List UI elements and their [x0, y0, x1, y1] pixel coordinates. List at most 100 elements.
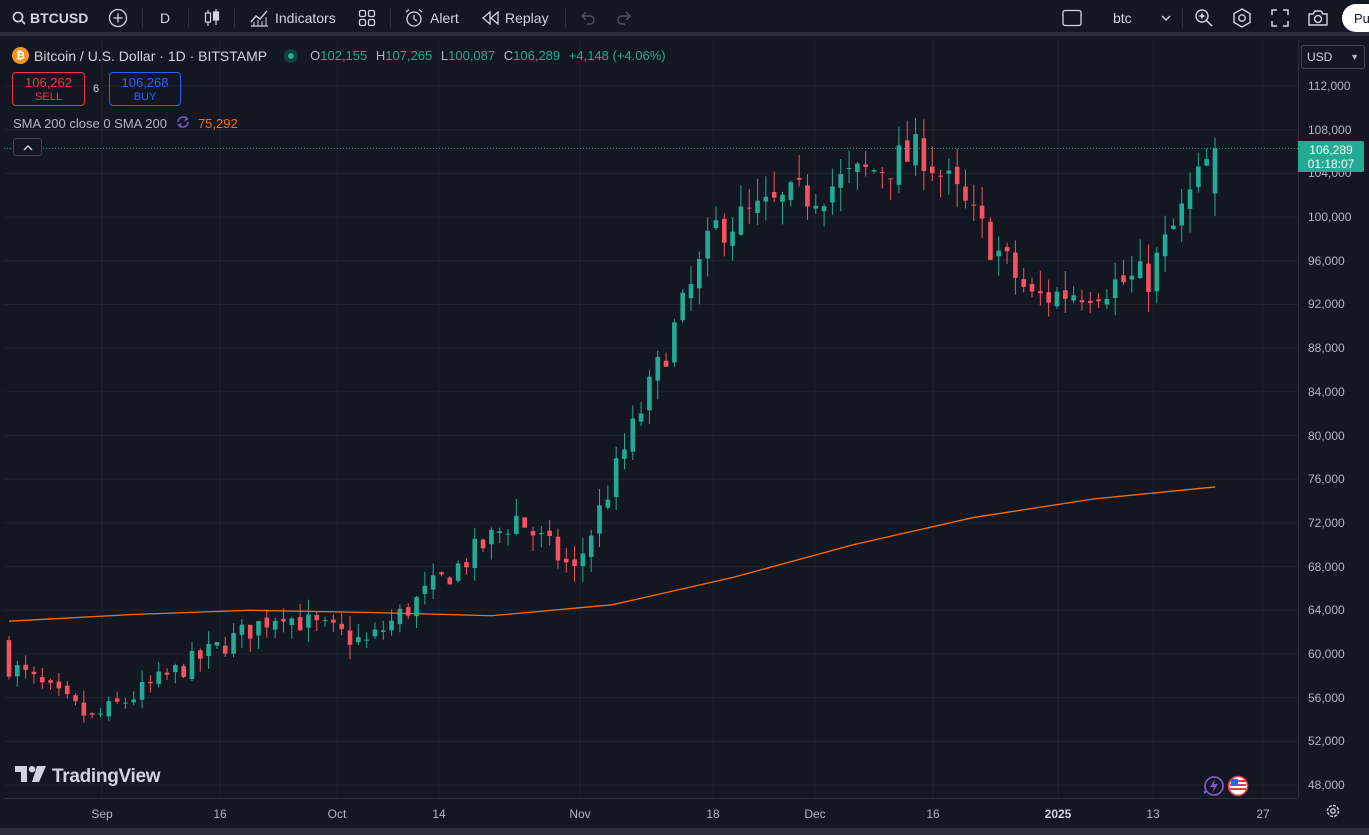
- candle-body: [189, 650, 195, 679]
- toolbar-divider: [565, 8, 566, 28]
- candle-body: [1096, 299, 1101, 302]
- redo-button[interactable]: [617, 5, 633, 31]
- candle-body: [863, 164, 868, 167]
- snapshot-button[interactable]: [1307, 5, 1329, 31]
- candle-body: [356, 637, 361, 643]
- chart-events: [1202, 775, 1249, 802]
- candle-body: [938, 175, 943, 177]
- high-value: 107,265: [385, 48, 433, 63]
- buy-button[interactable]: 106,268 BUY: [109, 72, 181, 106]
- replay-button[interactable]: Replay: [482, 5, 549, 31]
- chevron-down-icon: [1161, 14, 1171, 22]
- price-tick-label: 64,000: [1308, 603, 1345, 618]
- undo-button[interactable]: [579, 5, 595, 31]
- publish-button[interactable]: Pu: [1342, 4, 1369, 32]
- lightning-event-icon[interactable]: [1202, 775, 1226, 802]
- candle-body: [813, 205, 819, 209]
- alert-label: Alert: [430, 10, 459, 26]
- candle-body: [239, 624, 245, 635]
- buy-price: 106,268: [121, 75, 169, 90]
- time-tick-label: 2025: [1044, 807, 1072, 821]
- price-tick-label: 56,000: [1308, 690, 1345, 705]
- candle-body: [630, 418, 636, 452]
- price-tick-label: 112,000: [1308, 79, 1351, 93]
- candle-body: [231, 632, 236, 654]
- candle-body: [73, 695, 78, 702]
- candle-body: [114, 698, 120, 702]
- grid-icon: [358, 9, 376, 27]
- gear-icon: [1232, 8, 1252, 28]
- legend-title[interactable]: Bitcoin / U.S. Dollar · 1D · BITSTAMP: [34, 47, 268, 64]
- high-key: H: [375, 48, 386, 63]
- collapse-legend-button[interactable]: [13, 138, 42, 156]
- candlestick-chart[interactable]: [4, 40, 1298, 798]
- tradingview-logo[interactable]: TradingView: [15, 766, 161, 788]
- candle-body: [913, 134, 918, 166]
- candle-body: [339, 623, 344, 630]
- candle-body: [489, 529, 494, 545]
- candle-body: [139, 681, 145, 700]
- fullscreen-button[interactable]: [1271, 5, 1289, 31]
- candle-body: [563, 558, 569, 563]
- layout-select-button[interactable]: [1062, 5, 1082, 31]
- candle-body: [106, 701, 112, 717]
- candle-body: [23, 664, 28, 670]
- templates-button[interactable]: [358, 5, 376, 31]
- toolbar-divider: [142, 8, 143, 28]
- candle-body: [256, 621, 261, 636]
- candle-body: [788, 182, 794, 201]
- candle-body: [497, 531, 503, 534]
- layout-menu-button[interactable]: [1161, 5, 1171, 31]
- interval-button[interactable]: D: [160, 5, 170, 31]
- candle-body: [289, 618, 295, 626]
- redo-icon: [617, 11, 633, 25]
- price-tick-label: 72,000: [1308, 515, 1345, 530]
- candle-body: [946, 170, 952, 174]
- candle-body: [1146, 263, 1151, 292]
- candle-body: [1046, 292, 1051, 303]
- quick-search-button[interactable]: [1194, 5, 1214, 31]
- currency-select[interactable]: USD ▼: [1301, 45, 1365, 69]
- candle-body: [306, 614, 311, 628]
- indicators-button[interactable]: Indicators: [250, 5, 336, 31]
- tradingview-mark-icon: [15, 766, 46, 788]
- candle-body: [1054, 291, 1060, 307]
- interval-label: D: [160, 10, 171, 26]
- price-tick-label: 96,000: [1308, 253, 1345, 268]
- candle-body: [1029, 284, 1035, 292]
- sma-indicator-legend[interactable]: SMA 200 close 0 SMA 200 75,292: [13, 115, 238, 132]
- sell-button[interactable]: 106,262 SELL: [12, 72, 85, 106]
- candle-body: [846, 168, 852, 170]
- candle-body: [697, 259, 702, 289]
- currency-label: USD: [1307, 50, 1333, 64]
- candle-body: [1038, 291, 1043, 294]
- candle-body: [1204, 159, 1209, 166]
- chart-type-button[interactable]: [203, 5, 221, 31]
- time-scale[interactable]: Sep 16 Oct 14 Nov 18 Dec 16 2025 13 27: [4, 798, 1298, 828]
- toolbar-divider: [390, 8, 391, 28]
- buy-label: BUY: [133, 91, 157, 103]
- settings-button[interactable]: [1232, 5, 1252, 31]
- candle-body: [181, 665, 186, 678]
- market-status-icon[interactable]: [284, 48, 299, 63]
- candle-body: [281, 618, 286, 622]
- alert-button[interactable]: Alert: [404, 5, 459, 31]
- candle-body: [1112, 279, 1118, 299]
- alarm-clock-icon: [404, 8, 424, 28]
- sell-label: SELL: [35, 91, 62, 103]
- candle-body: [131, 699, 137, 703]
- scale-settings-button[interactable]: [1325, 803, 1341, 824]
- us-flag-event-icon[interactable]: [1227, 775, 1249, 802]
- layout-name-button[interactable]: btc: [1113, 5, 1132, 31]
- compare-symbol-button[interactable]: [108, 5, 128, 31]
- candle-body: [530, 531, 536, 536]
- symbol-search-button[interactable]: BTCUSD: [12, 5, 88, 31]
- time-tick-label: 18: [706, 807, 720, 821]
- sell-price: 106,262: [25, 75, 72, 90]
- candle-body: [331, 619, 336, 623]
- candle-body: [555, 536, 561, 561]
- time-tick-label: Sep: [91, 807, 113, 821]
- candle-body: [713, 220, 719, 229]
- chart-pane[interactable]: [4, 40, 1298, 798]
- loading-icon: [176, 115, 190, 132]
